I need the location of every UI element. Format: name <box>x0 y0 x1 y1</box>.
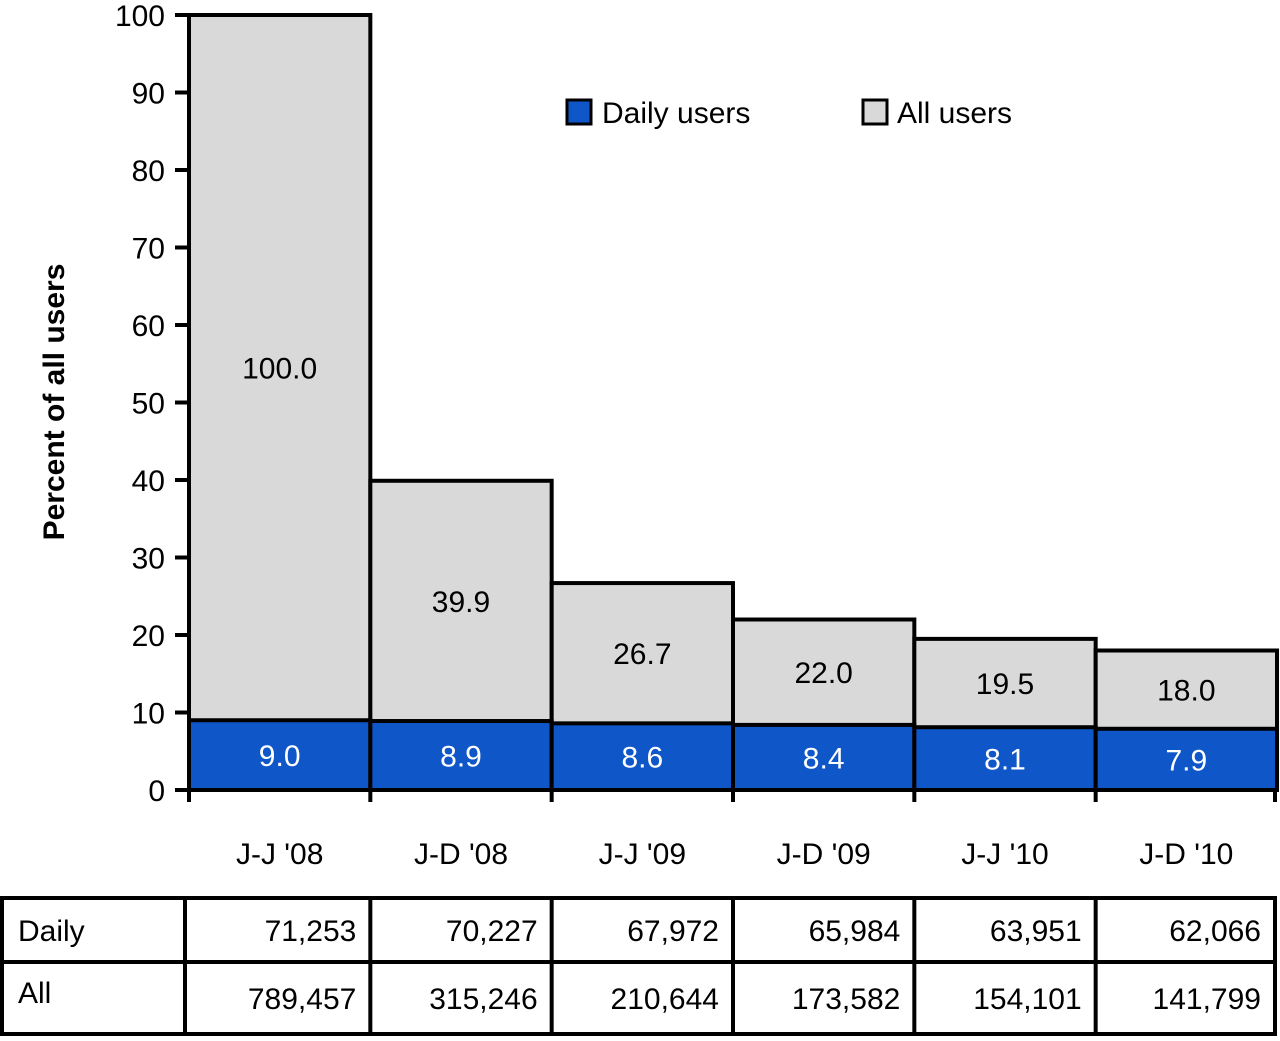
bar-value-label-all-users: 26.7 <box>613 638 671 671</box>
table-row-header: All <box>18 977 51 1010</box>
y-tick-label: 30 <box>132 543 165 576</box>
x-tick-label: J-D '08 <box>414 838 508 871</box>
x-tick-label: J-J '09 <box>599 838 686 871</box>
table-cell: 154,101 <box>973 983 1081 1016</box>
bar-daily-users <box>1093 726 1279 793</box>
bar-daily-users <box>549 721 736 792</box>
bar-value-label-daily-users: 8.6 <box>621 742 663 775</box>
table-cell: 789,457 <box>248 983 356 1016</box>
y-axis-title: Percent of all users <box>38 264 71 541</box>
bars-all-users <box>187 13 1279 793</box>
table-cell: 210,644 <box>611 983 719 1016</box>
x-tick-label: J-D '10 <box>1139 838 1233 871</box>
legend-label-daily-users: Daily users <box>602 97 750 130</box>
bar-value-label-daily-users: 8.4 <box>803 742 845 775</box>
bar-value-label-daily-users: 9.0 <box>259 740 301 773</box>
bar-value-label-daily-users: 7.9 <box>1165 744 1207 777</box>
data-table: Daily 71,253 70,227 67,972 65,984 63,951 62,06… <box>0 896 1277 1036</box>
bar-daily-users <box>912 725 1098 792</box>
y-tick-label: 80 <box>132 155 165 188</box>
bar-all-users <box>187 13 373 792</box>
legend-label-all-users: All users <box>897 97 1012 130</box>
bar-value-label-all-users: 39.9 <box>432 586 490 619</box>
bar-value-label-all-users: 19.5 <box>976 668 1034 701</box>
table-cell: 63,951 <box>990 915 1082 948</box>
y-tick-label: 40 <box>132 465 165 498</box>
table-cell: 71,253 <box>265 915 357 948</box>
x-tick-label: J-J '08 <box>236 838 323 871</box>
y-tick-label: 90 <box>132 78 165 111</box>
table-cell: 62,066 <box>1169 915 1261 948</box>
table-cell: 141,799 <box>1153 983 1261 1016</box>
table-cell: 65,984 <box>809 915 901 948</box>
x-tick-label: J-J '10 <box>961 838 1048 871</box>
x-axis: J-J '08 J-D '08 J-J '09 J-D '09 J-J '10 J-D '… <box>175 788 1277 871</box>
table-cell: 173,582 <box>792 983 900 1016</box>
table-cell: 315,246 <box>429 983 537 1016</box>
legend-swatch-all-users <box>861 98 889 126</box>
y-tick-label: 70 <box>132 233 165 266</box>
legend-swatch-daily-users <box>565 98 593 126</box>
bar-value-label-daily-users: 8.9 <box>440 741 482 774</box>
y-axis: 0 10 20 30 40 50 60 70 80 90 100 <box>115 0 191 808</box>
y-tick-label: 20 <box>132 620 165 653</box>
x-tick-label: J-D '09 <box>777 838 871 871</box>
table-frame <box>0 896 1277 1036</box>
y-tick-label: 60 <box>132 310 165 343</box>
y-tick-label: 0 <box>148 775 165 808</box>
y-tick-label: 50 <box>132 388 165 421</box>
bar-value-labels: 100.0 9.0 39.9 8.9 26.7 8.6 22.0 8.4 19.5 8.1 18.0… <box>242 353 1215 778</box>
bars-daily-users <box>187 718 1279 793</box>
table-cell: 67,972 <box>627 915 719 948</box>
table-cell: 70,227 <box>446 915 538 948</box>
bar-value-label-all-users: 18.0 <box>1157 675 1215 708</box>
legend: Daily users All users <box>565 97 1012 130</box>
bar-value-label-all-users: 22.0 <box>794 657 852 690</box>
table-row-header: Daily <box>18 915 85 948</box>
y-tick-label: 10 <box>132 698 165 731</box>
bar-value-label-daily-users: 8.1 <box>984 744 1026 777</box>
y-tick-label: 100 <box>115 0 165 33</box>
bar-value-label-all-users: 100.0 <box>242 353 317 386</box>
